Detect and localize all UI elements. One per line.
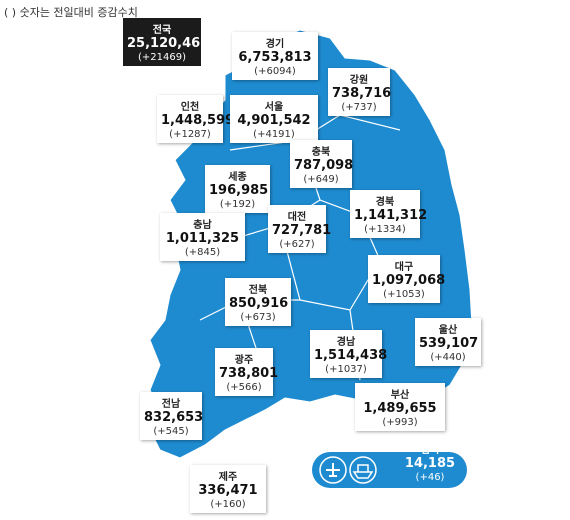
region-label: 제주 336,471 (+160) [190,465,266,513]
region-total: 196,985 [209,183,269,198]
region-label: 대구 1,097,068 (+1053) [368,255,446,303]
region-name: 광주 [234,355,254,366]
region-change: (+1334) [364,224,406,235]
region-change: (+649) [303,174,339,185]
plane-icon [326,463,340,477]
region-name: 울산 [438,325,458,336]
region-change: (+993) [382,417,418,428]
plane-icon [319,456,347,484]
region-label: 서울 4,901,542 (+4191) [230,95,318,143]
region-total: 850,916 [229,296,289,311]
region-label: 검역 14,185 (+46) [395,438,465,486]
note: ( ) 숫자는 전일대비 증감수치 [4,6,138,19]
region-total: 1,141,312 [354,208,428,223]
region-total: 738,801 [219,366,279,381]
region-total: 1,097,068 [372,273,446,288]
region-name: 세종 [228,172,247,183]
region-name: 제주 [218,472,238,483]
region-label: 대전 727,781 (+627) [268,205,332,253]
region-change: (+46) [415,472,445,483]
region-change: (+21469) [138,52,186,63]
region-total: 1,448,599 [161,113,235,128]
ship-icon [352,464,374,479]
region-change: (+737) [341,102,377,113]
region-name: 경북 [375,197,395,208]
region-change: (+160) [210,499,246,510]
region-change: (+440) [430,352,466,363]
region-name: 충북 [311,147,331,158]
region-name: 부산 [390,390,410,401]
region-name: 인천 [180,102,200,113]
region-total: 336,471 [198,483,258,498]
region-label: 전남 832,653 (+545) [140,392,204,440]
region-name: 경기 [265,39,285,50]
region-change: (+192) [219,199,256,210]
region-total: 1,011,325 [165,231,240,246]
region-label: 울산 539,107 (+440) [415,318,481,366]
region-total: 14,185 [404,456,456,471]
region-name: 전국 [152,25,172,36]
region-change: (+1287) [169,129,211,140]
region-change: (+1053) [383,289,425,300]
region-change: (+673) [240,312,276,323]
region-total: 1,514,438 [314,348,388,363]
region-label: 세종 196,985 (+192) [205,165,270,213]
region-change: (+845) [184,247,221,258]
region-total: 787,098 [294,158,354,173]
region-change: (+1037) [325,364,367,375]
region-label: 전북 850,916 (+673) [225,278,291,326]
region-total: 6,753,813 [238,50,312,65]
region-label: 충남 1,011,325 (+845) [160,213,245,261]
region-change: (+6094) [254,66,296,77]
region-total: 1,489,655 [363,401,437,416]
region-change: (+4191) [253,129,295,140]
region-name: 강원 [349,75,369,86]
quarantine-pill [312,452,467,488]
region-total: 25,120,465 [127,36,210,51]
region-label: 인천 1,448,599 (+1287) [157,95,235,143]
region-name: 검역 [420,445,440,456]
region-total: 738,716 [332,86,392,101]
region-change: (+566) [226,382,262,393]
region-label: 충북 787,098 (+649) [290,140,354,188]
region-name: 대전 [287,212,307,223]
region-name: 대구 [394,262,414,273]
region-label: 부산 1,489,655 (+993) [355,383,445,431]
region-label: 광주 738,801 (+566) [215,348,279,396]
ship-icon [349,456,377,484]
region-name: 전남 [161,399,181,410]
region-label: 경기 6,753,813 (+6094) [232,32,318,80]
region-change: (+627) [279,239,315,250]
region-total: 539,107 [419,336,479,351]
region-change: (+545) [153,426,189,437]
region-label: 강원 738,716 (+737) [328,68,392,116]
region-total: 832,653 [144,410,204,425]
region-label: 전국 25,120,465 (+21469) [123,18,210,66]
region-label: 경남 1,514,438 (+1037) [310,330,388,378]
region-total: 727,781 [272,223,332,238]
region-name: 서울 [264,102,284,113]
region-name: 경남 [336,337,356,348]
region-label: 경북 1,141,312 (+1334) [350,190,428,238]
region-total: 4,901,542 [237,113,311,128]
region-name: 충남 [193,220,212,231]
region-name: 전북 [248,285,268,296]
